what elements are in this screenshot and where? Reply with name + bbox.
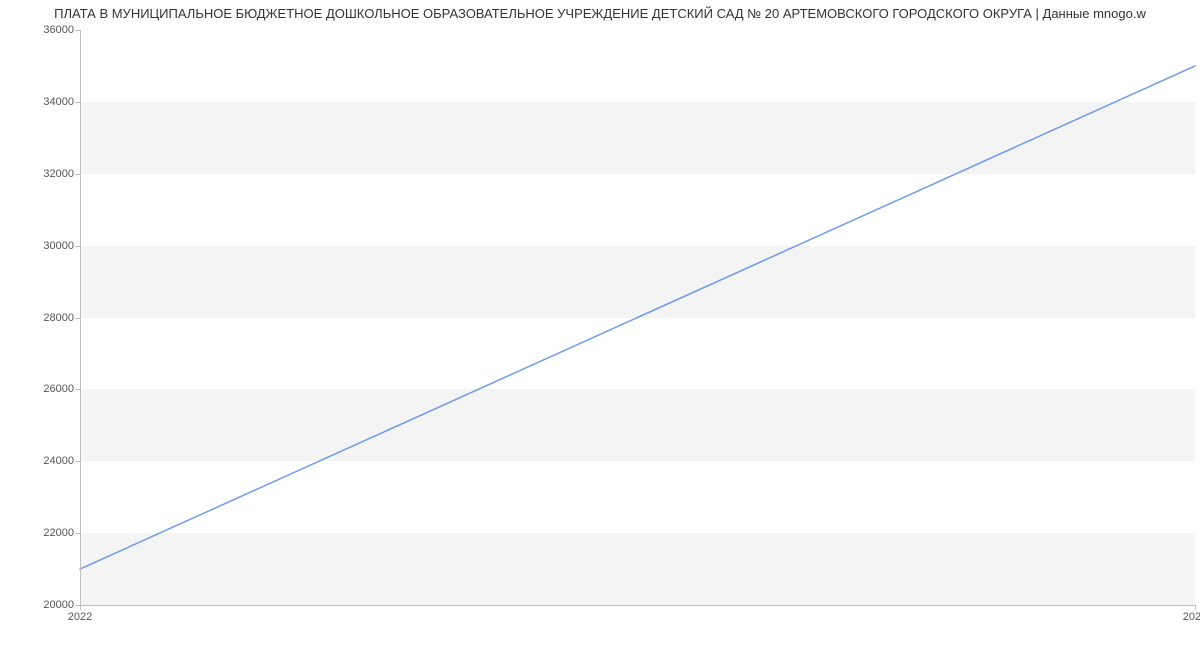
x-tick-label: 2025 [1183, 605, 1200, 623]
x-tick-mark [1195, 605, 1196, 610]
x-axis-line [80, 605, 1195, 606]
y-axis-line [80, 30, 81, 605]
series-line [80, 30, 1195, 605]
salary-line-chart: ПЛАТА В МУНИЦИПАЛЬНОЕ БЮДЖЕТНОЕ ДОШКОЛЬН… [0, 0, 1200, 650]
plot-area: 2000022000240002600028000300003200034000… [80, 30, 1195, 605]
chart-title: ПЛАТА В МУНИЦИПАЛЬНОЕ БЮДЖЕТНОЕ ДОШКОЛЬН… [0, 6, 1200, 21]
